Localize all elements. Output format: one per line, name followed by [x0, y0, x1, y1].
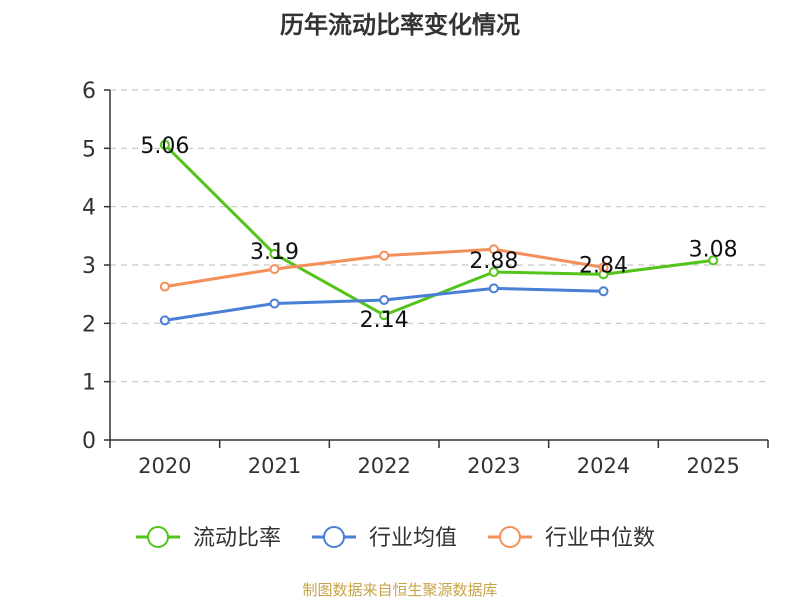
- data-point: [598, 286, 609, 297]
- x-tick-label: 2021: [248, 454, 301, 478]
- data-point: [488, 244, 499, 255]
- y-tick-label: 6: [82, 79, 96, 104]
- x-tick-label: 2024: [577, 454, 630, 478]
- data-point: [269, 264, 280, 275]
- data-point: [488, 267, 499, 277]
- x-tick-label: 2025: [686, 454, 739, 478]
- legend-item-2[interactable]: 行业中位数: [488, 526, 655, 551]
- grid-lines: [110, 89, 768, 383]
- legend-marker: [323, 526, 345, 548]
- data-label: 5.06: [140, 134, 189, 159]
- data-point: [269, 248, 280, 259]
- y-tick-label: 0: [82, 429, 96, 454]
- axes: 0 1 2 3 4 5 6 2020 2021 2022 2023 2024 2025: [82, 79, 769, 478]
- data-label: 3.19: [250, 240, 299, 265]
- data-label: 2.88: [469, 249, 518, 274]
- data-point: [598, 262, 609, 273]
- legend-marker: [499, 526, 521, 548]
- data-point: [269, 298, 280, 309]
- y-tick-label: 5: [82, 137, 96, 162]
- legend-item-0[interactable]: 流动比率: [136, 526, 281, 551]
- data-point: [379, 310, 390, 321]
- legend-label: 行业中位数: [545, 526, 655, 551]
- data-point: [379, 295, 390, 305]
- data-label: 2.14: [360, 308, 409, 333]
- chart-title: 历年流动比率变化情况: [280, 11, 520, 39]
- legend: 流动比率 行业均值 行业中位数: [136, 526, 655, 551]
- series-line-0: [163, 143, 715, 317]
- data-point: [159, 315, 170, 326]
- data-point: [379, 250, 390, 261]
- y-tick-label: 4: [82, 196, 96, 221]
- legend-label: 流动比率: [193, 526, 281, 551]
- y-tick-label: 1: [82, 371, 96, 396]
- legend-marker: [147, 526, 169, 548]
- y-tick-label: 2: [82, 312, 96, 337]
- series-lines: [159, 139, 719, 326]
- x-tick-label: 2023: [467, 454, 520, 478]
- y-tick-label: 3: [82, 254, 96, 279]
- data-label: 2.84: [579, 253, 628, 278]
- data-point: [488, 283, 499, 294]
- data-point: [159, 281, 170, 292]
- data-point: [159, 139, 170, 150]
- legend-item-1[interactable]: 行业均值: [312, 526, 457, 551]
- data-label: 3.08: [689, 237, 738, 262]
- data-labels: 5.06 3.19 2.14 2.88 2.84 3.08: [140, 134, 737, 333]
- x-tick-label: 2020: [138, 454, 191, 478]
- x-tick-label: 2022: [357, 454, 410, 478]
- legend-label: 行业均值: [369, 526, 457, 551]
- data-point: [708, 255, 719, 266]
- source-note: 制图数据来自恒生聚源数据库: [302, 581, 497, 599]
